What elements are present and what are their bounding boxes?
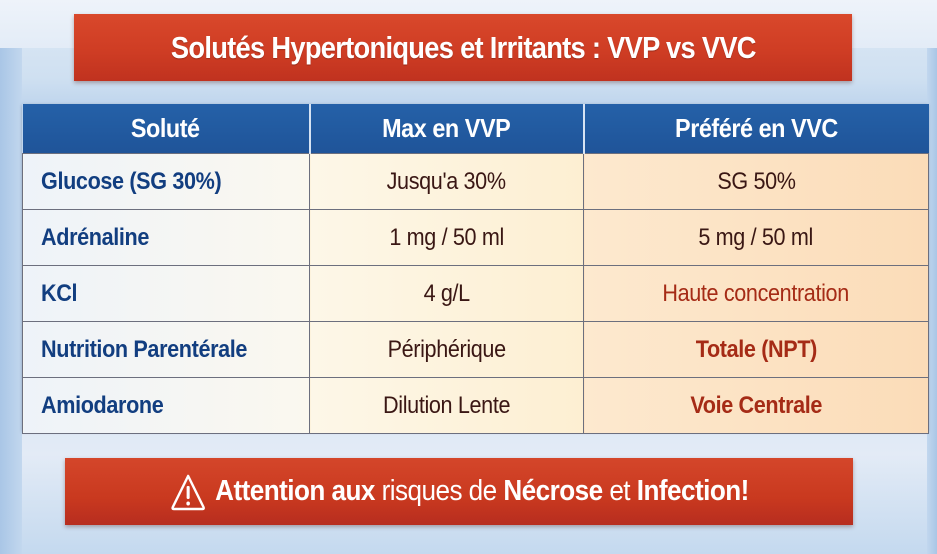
cell-max-vvp: 4 g/L xyxy=(309,265,584,322)
table-row: Adrénaline 1 mg / 50 ml 5 mg / 50 ml xyxy=(22,209,929,266)
cell-prefere-vvc: SG 50% xyxy=(583,153,929,210)
table-header-row: Soluté Max en VVP Préféré en VVC xyxy=(22,104,929,154)
table-row: Nutrition Parentérale Périphérique Total… xyxy=(22,321,929,378)
background-left-edge xyxy=(0,48,22,554)
cell-prefere-vvc: Voie Centrale xyxy=(583,377,929,434)
solutes-table-container: Soluté Max en VVP Préféré en VVC Glucose… xyxy=(22,104,929,434)
column-header-solute: Soluté xyxy=(22,104,310,154)
cell-solute: KCl xyxy=(22,265,310,322)
cell-solute: Adrénaline xyxy=(22,209,310,266)
cell-max-vvp: Jusqu'a 30% xyxy=(309,153,584,210)
column-header-max-vvp: Max en VVP xyxy=(308,104,584,154)
cell-solute: Nutrition Parentérale xyxy=(22,321,310,378)
cell-max-vvp: Dilution Lente xyxy=(309,377,584,434)
cell-prefere-vvc: 5 mg / 50 ml xyxy=(583,209,929,266)
warning-banner: Attention aux risques de Nécrose et Infe… xyxy=(65,458,853,525)
background-right-edge xyxy=(927,48,937,554)
warning-content: Attention aux risques de Nécrose et Infe… xyxy=(170,473,749,511)
title-banner: Solutés Hypertoniques et Irritants : VVP… xyxy=(74,14,852,81)
page-title: Solutés Hypertoniques et Irritants : VVP… xyxy=(170,29,757,65)
table-row: Amiodarone Dilution Lente Voie Centrale xyxy=(22,377,929,434)
solutes-comparison-table: Soluté Max en VVP Préféré en VVC Glucose… xyxy=(22,104,929,434)
cell-max-vvp: 1 mg / 50 ml xyxy=(309,209,584,266)
cell-solute: Amiodarone xyxy=(22,377,310,434)
warning-triangle-icon xyxy=(170,473,206,511)
cell-max-vvp: Périphérique xyxy=(309,321,584,378)
cell-prefere-vvc: Totale (NPT) xyxy=(583,321,929,378)
cell-prefere-vvc: Haute concentration xyxy=(583,265,929,322)
cell-solute: Glucose (SG 30%) xyxy=(22,153,310,210)
table-row: Glucose (SG 30%) Jusqu'a 30% SG 50% xyxy=(22,153,929,210)
warning-message: Attention aux risques de Nécrose et Infe… xyxy=(214,475,749,507)
column-header-prefere-vvc: Préféré en VVC xyxy=(582,104,929,154)
table-row: KCl 4 g/L Haute concentration xyxy=(22,265,929,322)
